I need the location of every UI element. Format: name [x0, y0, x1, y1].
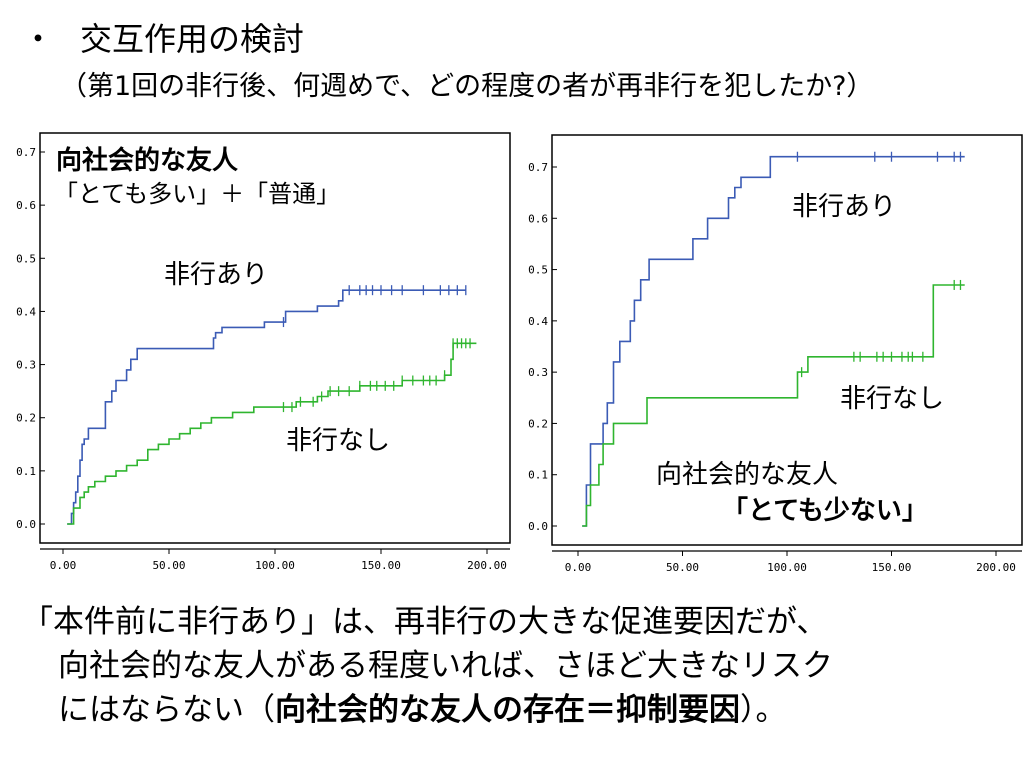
right-series-line-non-delinquent [582, 284, 965, 527]
conclusion-line-3-start: にはならない（ [58, 692, 275, 728]
right-ytick-label: 0.6 [528, 212, 548, 225]
right-xtick-label: 0.00 [565, 561, 592, 574]
left-xtick-label: 0.00 [50, 559, 77, 572]
right-annotation-title: 向社会的な友人 [656, 460, 839, 490]
chart-right: 0.0 0.1 0.2 0.3 0.4 0.5 0.6 0.7 0.00 50.00 100.00 1… [528, 134, 1023, 574]
left-ytick-label: 0.3 [16, 359, 36, 372]
slide-subtitle: （第1回の非行後、何週めで、どの程度の者が再非行を犯したか?） [60, 71, 874, 102]
right-xtick-label: 200.00 [976, 561, 1016, 574]
title-text: 交互作用の検討 [80, 20, 305, 58]
left-ytick-label: 0.1 [16, 465, 36, 478]
slide-title: ・交互作用の検討 [22, 14, 304, 60]
right-plot-frame [551, 134, 1023, 546]
right-ytick-label: 0.4 [528, 315, 548, 328]
right-xtick-label: 150.00 [872, 561, 912, 574]
right-ytick-label: 0.0 [528, 520, 548, 533]
right-xtick-label: 100.00 [767, 561, 807, 574]
left-label-delinquent: 非行あり [164, 260, 269, 290]
left-ytick-label: 0.5 [16, 252, 36, 265]
right-ytick-label: 0.3 [528, 366, 548, 379]
right-ytick-label: 0.2 [528, 417, 548, 430]
left-ytick-label: 0.6 [16, 199, 36, 212]
left-xtick-label: 150.00 [361, 559, 401, 572]
conclusion-text: 「本件前に非行あり」は、再非行の大きな促進要因だが、 向社会的な友人がある程度い… [22, 600, 833, 732]
left-xtick-label: 200.00 [467, 559, 507, 572]
right-xtick-label: 50.00 [666, 561, 699, 574]
left-xtick-label: 100.00 [255, 559, 295, 572]
left-series-line-non-delinquent [67, 342, 477, 525]
left-series-line-delinquent [67, 289, 466, 525]
right-series-line-delinquent [582, 155, 965, 527]
right-label-delinquent: 非行あり [792, 192, 897, 222]
conclusion-line-3-end: ）。 [740, 692, 787, 728]
left-plot-frame [39, 132, 511, 544]
conclusion-emphasis: 向社会的な友人の存在＝抑制要因 [275, 692, 740, 728]
right-ytick-label: 0.7 [528, 161, 548, 174]
right-label-non-delinquent: 非行なし [840, 384, 945, 414]
conclusion-line-1: 「本件前に非行あり」は、再非行の大きな促進要因だが、 [22, 604, 828, 640]
conclusion-line-2: 向社会的な友人がある程度いれば、さほど大きなリスク [58, 648, 833, 684]
conclusion-line-3: にはならない（向社会的な友人の存在＝抑制要因）。 [22, 688, 833, 732]
left-ytick-label: 0.0 [16, 518, 36, 531]
left-annotation-title: 向社会的な友人 [56, 146, 239, 176]
left-ytick-label: 0.4 [16, 305, 36, 318]
left-xtick-label: 50.00 [152, 559, 185, 572]
left-ytick-label: 0.2 [16, 412, 36, 425]
right-ytick-label: 0.5 [528, 264, 548, 277]
right-annotation-subtitle: 「とても少ない」 [722, 496, 928, 526]
left-label-non-delinquent: 非行なし [286, 426, 391, 456]
left-ytick-label: 0.7 [16, 146, 36, 159]
chart-left: 0.0 0.1 0.2 0.3 0.4 0.5 0.6 0.7 0.00 50.00 100.00 1… [16, 132, 511, 572]
left-annotation-subtitle: 「とても多い」＋「普通」 [54, 180, 341, 208]
bullet-marker: ・ [22, 20, 55, 58]
right-ytick-label: 0.1 [528, 469, 548, 482]
